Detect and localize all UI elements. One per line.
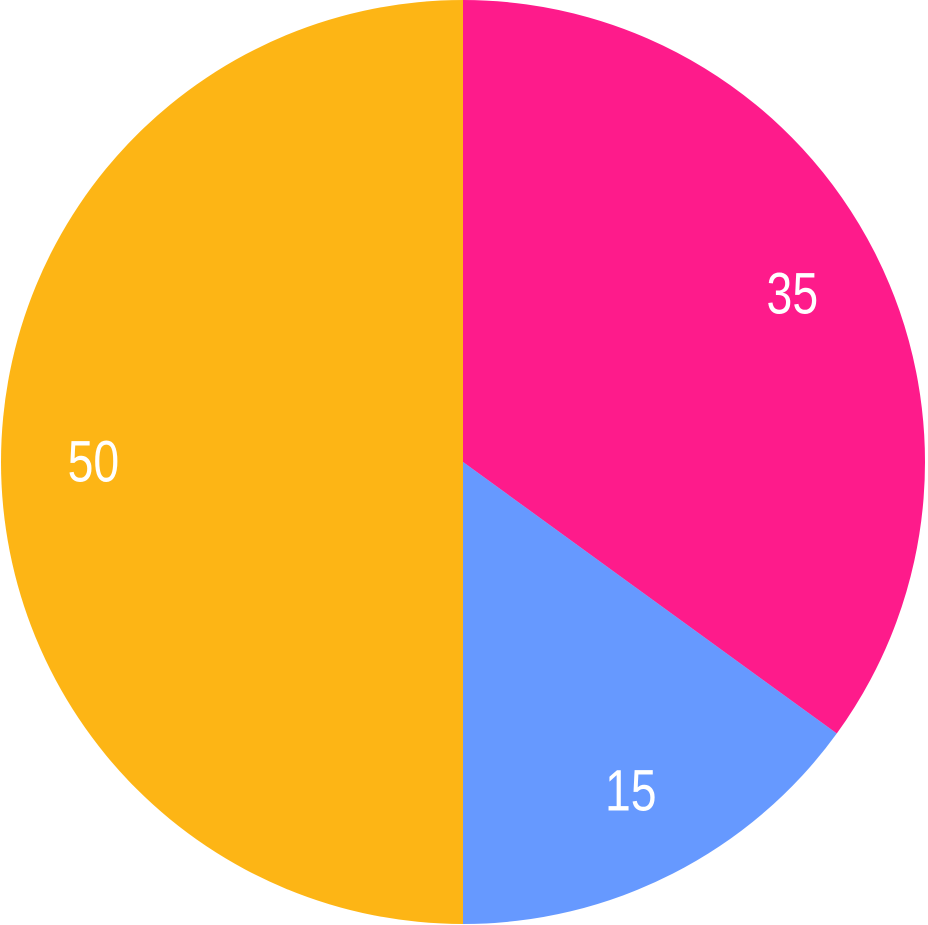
data-label-35: 35 xyxy=(767,262,819,327)
pie-slice-35 xyxy=(463,0,925,734)
data-label-50: 50 xyxy=(68,429,120,494)
data-label-15: 15 xyxy=(605,759,657,824)
pie-slice-15 xyxy=(463,462,837,924)
pie-slice-50 xyxy=(1,0,463,924)
